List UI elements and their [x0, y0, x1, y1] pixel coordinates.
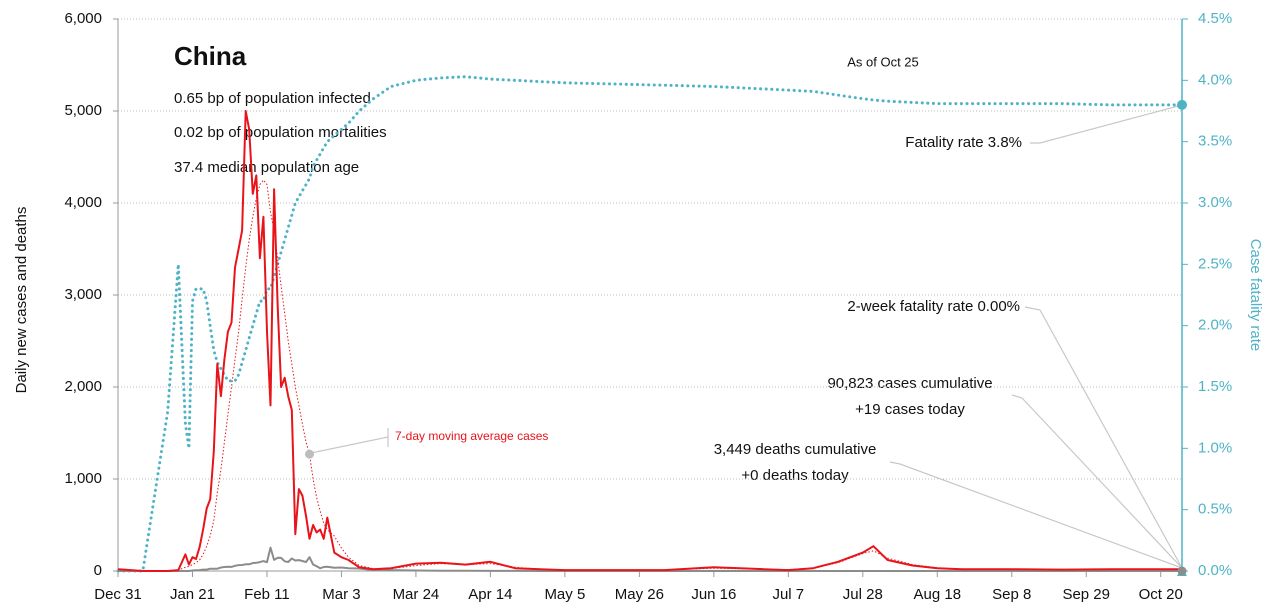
y2-tick-label: 4.5% — [1198, 10, 1232, 27]
stat: 37.4 median population age — [174, 159, 359, 176]
annotation: 2-week fatality rate 0.00% — [847, 298, 1020, 315]
annotation: 90,823 cases cumulative — [827, 375, 992, 392]
end-marker — [1177, 566, 1187, 576]
y2-tick-label: 0.0% — [1198, 562, 1232, 579]
y2-tick-label: 4.0% — [1198, 71, 1232, 88]
annotation: 3,449 deaths cumulative — [714, 441, 877, 458]
leader-line — [1011, 394, 1183, 569]
x-tick-label: Sep 29 — [1062, 586, 1110, 603]
leader-line — [310, 436, 389, 454]
x-tick-label: Jul 7 — [772, 586, 804, 603]
series-line — [116, 75, 1180, 573]
y2-tick-label: 3.5% — [1198, 133, 1232, 150]
x-tick-label: Feb 11 — [244, 586, 290, 603]
annotation: +0 deaths today — [741, 467, 849, 484]
end-marker — [1177, 99, 1187, 110]
y-tick-label: 0 — [94, 562, 102, 579]
y2-tick-label: 1.5% — [1198, 378, 1232, 395]
stat: 0.65 bp of population infected — [174, 90, 371, 107]
y2-tick-label: 0.5% — [1198, 501, 1232, 518]
y2-tick-label: 1.0% — [1198, 439, 1232, 456]
x-tick-label: Oct 20 — [1139, 586, 1183, 603]
annotation-marker — [305, 449, 315, 459]
x-tick-label: Jun 16 — [691, 586, 736, 603]
y2-axis-label: Case fatality rate — [1247, 239, 1264, 352]
y-tick-label: 2,000 — [64, 378, 102, 395]
y2-tick-label: 2.0% — [1198, 317, 1232, 334]
annotation: 7-day moving average cases — [395, 429, 548, 443]
y2-tick-label: 2.5% — [1198, 255, 1232, 272]
series-line — [117, 110, 1179, 572]
x-tick-label: Apr 14 — [468, 586, 512, 603]
y-axis-label: Daily new cases and deaths — [13, 207, 30, 394]
x-tick-label: Jan 21 — [170, 586, 215, 603]
y-tick-label: 3,000 — [64, 286, 102, 303]
x-tick-label: May 5 — [544, 586, 585, 603]
y-tick-label: 5,000 — [64, 102, 102, 119]
x-tick-label: Sep 8 — [992, 586, 1031, 603]
stat: 0.02 bp of population mortalities — [174, 124, 387, 141]
chart-title: China — [174, 41, 247, 71]
x-tick-label: Mar 24 — [393, 586, 440, 603]
y-tick-label: 6,000 — [64, 10, 102, 27]
x-tick-label: Dec 31 — [94, 586, 142, 603]
leader-line — [1024, 306, 1183, 569]
x-tick-label: Aug 18 — [914, 586, 962, 603]
annotation: +19 cases today — [855, 401, 965, 418]
series-line — [118, 546, 1179, 572]
y-tick-label: 1,000 — [64, 470, 102, 487]
x-tick-label: May 26 — [615, 586, 664, 603]
y2-tick-label: 3.0% — [1198, 194, 1232, 211]
series-line — [117, 179, 1179, 571]
x-tick-label: Jul 28 — [843, 586, 883, 603]
x-tick-label: Mar 3 — [322, 586, 360, 603]
leader-line — [1030, 104, 1183, 144]
as-of: As of Oct 25 — [847, 54, 919, 69]
y-tick-label: 4,000 — [64, 194, 102, 211]
leader-line — [889, 461, 1183, 569]
annotation: Fatality rate 3.8% — [905, 134, 1022, 151]
leader-lines — [310, 104, 1187, 576]
